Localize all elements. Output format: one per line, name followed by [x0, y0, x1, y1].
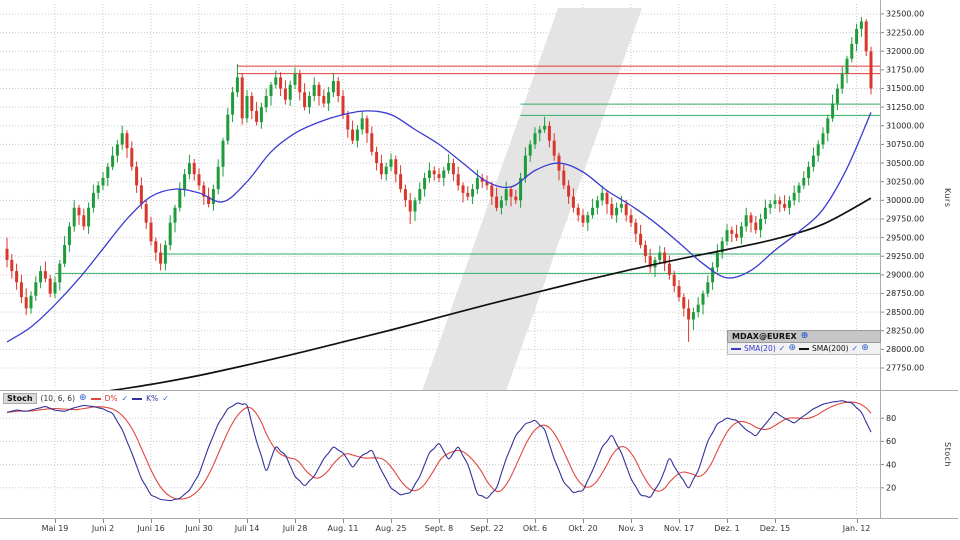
symbol-label: MDAX@EUREX — [732, 332, 797, 341]
price-tick-label: 28250.00 — [886, 326, 924, 335]
price-tick-label: 30750.00 — [886, 140, 924, 149]
price-axis-labels: 32500.00 32250.00 32000.00 31750.00 31500.00… — [881, 10, 924, 373]
price-tick-label: 32500.00 — [886, 10, 924, 19]
x-tick-mark — [679, 519, 680, 523]
stoch-tick-label: 20 — [886, 484, 896, 493]
stoch-k-swatch — [132, 397, 143, 400]
price-tick-label: 28000.00 — [886, 345, 924, 354]
x-tick-label: Nov. 3 — [618, 524, 644, 533]
x-tick-label: Sept. 8 — [424, 524, 454, 533]
price-levels — [55, 65, 880, 274]
stoch-d-checkbox[interactable]: ✓ — [121, 393, 129, 403]
watermark-logo — [422, 8, 642, 390]
x-tick-label: Dez. 15 — [759, 524, 791, 533]
x-tick-mark — [151, 519, 152, 523]
x-tick-mark — [103, 519, 104, 523]
symbol-settings-icon[interactable]: ⊕ — [800, 331, 809, 341]
x-tick-label: Juni 2 — [91, 524, 115, 533]
x-tick-label: Juni 30 — [185, 524, 213, 533]
price-tick-label: 31750.00 — [886, 66, 924, 75]
sma20-visible-checkbox[interactable]: ✓ — [778, 343, 786, 353]
x-tick-label: Okt. 20 — [568, 524, 598, 533]
x-tick-mark — [199, 519, 200, 523]
x-tick-mark — [55, 519, 56, 523]
x-tick-mark — [247, 519, 248, 523]
x-tick-label: Juni 16 — [137, 524, 165, 533]
sma20-settings-icon[interactable]: ⊕ — [788, 343, 797, 353]
x-tick-mark — [856, 519, 858, 523]
price-tick-label: 31500.00 — [886, 84, 924, 93]
sma200-settings-icon[interactable]: ⊕ — [861, 343, 869, 353]
stoch-d-label: D% — [104, 394, 118, 403]
stoch-d-swatch — [90, 397, 101, 400]
x-tick-mark — [343, 519, 344, 523]
x-tick-mark — [391, 519, 392, 523]
price-axis-title: Kurs — [943, 188, 952, 208]
sma20-line — [6, 110, 872, 343]
candles — [5, 16, 873, 342]
stoch-d-line — [6, 401, 872, 500]
x-tick-mark — [535, 519, 536, 523]
watermark-logo — [394, 391, 642, 470]
price-tick-label: 30000.00 — [886, 196, 924, 205]
x-tick-mark — [439, 519, 440, 523]
x-tick-label: Juli 14 — [234, 524, 260, 533]
price-tick-label: 29000.00 — [886, 271, 924, 280]
x-tick-label: Dez. 1 — [714, 524, 740, 533]
x-tick-label: Sept. 22 — [470, 524, 504, 533]
stoch-k-line — [6, 400, 872, 502]
sma200-swatch — [799, 347, 810, 350]
sma200-line — [109, 197, 872, 390]
sma20-swatch — [731, 347, 741, 350]
x-tick-mark — [583, 519, 584, 523]
price-tick-label: 31000.00 — [886, 121, 924, 130]
price-tick-label: 30500.00 — [886, 159, 924, 168]
stoch-params-label: (10, 6, 6) — [40, 394, 76, 403]
price-tick-label: 32250.00 — [886, 28, 924, 37]
price-chart[interactable]: 32500.00 32250.00 32000.00 31750.00 31500.00… — [0, 0, 960, 391]
overlay-legend-row: SMA(20) ✓ ⊕ SMA(200) ✓ ⊕ — [727, 343, 881, 355]
price-tick-label: 29250.00 — [886, 252, 924, 261]
sma200-visible-checkbox[interactable]: ✓ — [851, 343, 859, 353]
stoch-name-label: Stoch — [3, 393, 37, 404]
stoch-tick-label: 40 — [886, 460, 896, 469]
stoch-settings-icon[interactable]: ⊕ — [79, 393, 87, 403]
stoch-tick-label: 80 — [886, 414, 896, 423]
stoch-k-label: K% — [146, 394, 159, 403]
sma200-label: SMA(200) — [812, 344, 849, 353]
x-tick-label: Okt. 6 — [522, 524, 548, 533]
instrument-legend: MDAX@EUREX ⊕ SMA(20) ✓ ⊕ SMA(200) ✓ ⊕ — [727, 330, 881, 355]
stoch-axis-title: Stoch — [943, 442, 952, 468]
price-tick-label: 31250.00 — [886, 103, 924, 112]
instrument-legend-title: MDAX@EUREX ⊕ — [727, 330, 881, 343]
x-tick-label: Aug. 11 — [327, 524, 359, 533]
x-tick-mark — [631, 519, 632, 523]
x-axis: Mai 19 Juni 2 Juni 16 Juni 30 Juli 14 Juli 28… — [0, 519, 960, 540]
price-tick-label: 32000.00 — [886, 47, 924, 56]
price-tick-label: 28750.00 — [886, 289, 924, 298]
price-tick-label: 27750.00 — [886, 364, 924, 373]
x-tick-label: Jan. 12 — [842, 524, 871, 533]
x-tick-label: Aug. 25 — [375, 524, 407, 533]
x-tick-mark — [727, 519, 728, 523]
price-tick-label: 29750.00 — [886, 215, 924, 224]
x-tick-mark — [295, 519, 296, 523]
price-grid — [0, 4, 880, 388]
stoch-k-checkbox[interactable]: ✓ — [162, 393, 169, 403]
x-tick-label: Juli 28 — [282, 524, 308, 533]
x-tick-label: Nov. 17 — [663, 524, 695, 533]
stoch-chart[interactable]: 80 60 40 20 — [0, 391, 960, 519]
x-tick-mark — [775, 519, 776, 523]
price-tick-label: 28500.00 — [886, 308, 924, 317]
stoch-legend: Stoch (10, 6, 6) ⊕ D% ✓ K% ✓ — [3, 393, 169, 404]
stoch-axis-labels: 80 60 40 20 — [881, 414, 896, 493]
x-tick-label: Mai 19 — [41, 524, 69, 533]
price-tick-label: 30250.00 — [886, 177, 924, 186]
sma20-label: SMA(20) — [744, 344, 776, 353]
stoch-tick-label: 60 — [886, 437, 896, 446]
price-tick-label: 29500.00 — [886, 233, 924, 242]
x-tick-mark — [487, 519, 488, 523]
